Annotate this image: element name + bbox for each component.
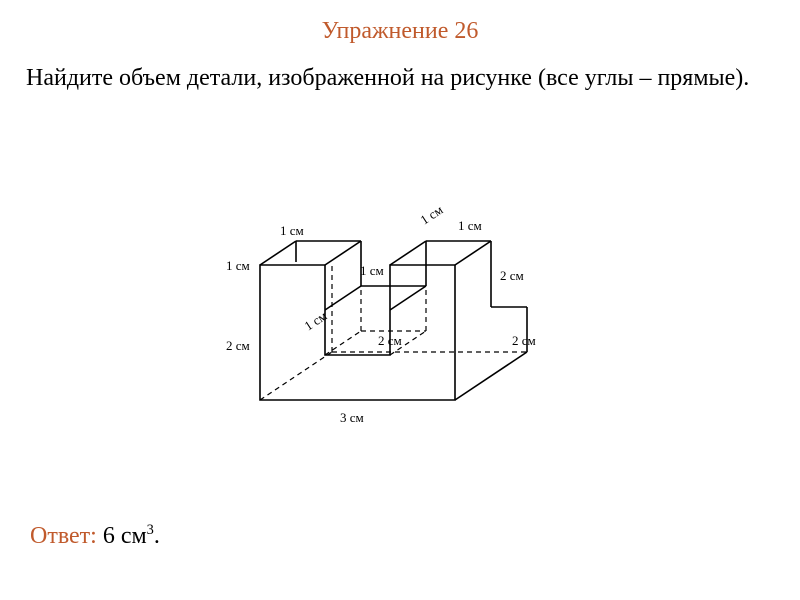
dim-top-right-depth: 1 см (417, 202, 445, 228)
figure-svg: 1 см 1 см 1 см 1 см 1 см 1 см 2 см 2 см … (200, 170, 600, 450)
dim-notch-depth: 1 см (360, 263, 384, 278)
page: Упражнение 26 Найдите объем детали, изоб… (0, 0, 800, 600)
dim-left-lower-h: 2 см (226, 338, 250, 353)
dim-base-front-w: 3 см (340, 410, 364, 425)
answer-line: Ответ: 6 см3. (30, 522, 160, 550)
answer-value: 6 см (103, 523, 147, 549)
answer-suffix: . (154, 523, 160, 549)
dim-right-lower-d: 2 см (512, 333, 536, 348)
dim-notch-width: 2 см (378, 333, 402, 348)
dim-top-left-side: 1 см (226, 258, 250, 273)
geometry-figure: 1 см 1 см 1 см 1 см 1 см 1 см 2 см 2 см … (200, 170, 600, 450)
dim-top-right-front: 1 см (458, 218, 482, 233)
answer-exponent: 3 (147, 522, 154, 538)
answer-label: Ответ: (30, 523, 97, 549)
dim-top-left-front: 1 см (280, 223, 304, 238)
problem-statement: Найдите объем детали, изображенной на ри… (26, 62, 774, 94)
dim-right-upper-h: 2 см (500, 268, 524, 283)
exercise-title: Упражнение 26 (0, 18, 800, 45)
